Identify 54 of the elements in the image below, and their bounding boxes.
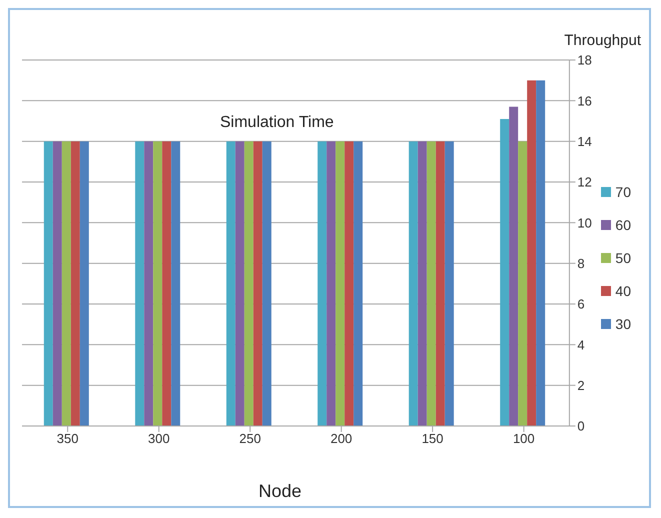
text: Simulation Time bbox=[220, 114, 334, 132]
x-tick-label: 100 bbox=[512, 431, 535, 446]
y-tick-label: 16 bbox=[577, 93, 592, 108]
bar bbox=[52, 141, 62, 426]
bar bbox=[235, 141, 244, 426]
bar bbox=[518, 141, 528, 426]
bar bbox=[408, 141, 418, 426]
y-axis-title: Throughput bbox=[564, 32, 641, 49]
legend-label: 70 bbox=[615, 184, 631, 200]
y-tick-label: 8 bbox=[577, 256, 585, 271]
bar bbox=[500, 118, 510, 426]
y-tick-label: 0 bbox=[577, 418, 585, 434]
y-tick-label: 10 bbox=[577, 215, 592, 230]
bar bbox=[418, 141, 427, 426]
legend-label: 60 bbox=[615, 217, 631, 233]
x-tick-label: 200 bbox=[330, 431, 352, 446]
bar bbox=[70, 141, 80, 426]
x-tick-label: 250 bbox=[239, 431, 261, 446]
bar bbox=[354, 141, 363, 426]
legend-label: 30 bbox=[615, 316, 631, 332]
bar bbox=[153, 141, 162, 426]
bar bbox=[162, 141, 172, 426]
bar bbox=[326, 141, 336, 426]
x-tick-label: 150 bbox=[422, 431, 444, 446]
bar bbox=[318, 141, 327, 426]
bar bbox=[336, 141, 345, 426]
y-tick-label: 2 bbox=[577, 378, 585, 393]
y-tick-label: 18 bbox=[577, 52, 592, 68]
bar bbox=[536, 80, 546, 426]
bar bbox=[44, 141, 53, 426]
bar bbox=[135, 141, 144, 426]
bar bbox=[226, 141, 236, 426]
legend-label: 40 bbox=[615, 283, 631, 299]
bar bbox=[436, 141, 445, 426]
bar bbox=[444, 141, 454, 426]
bar bbox=[244, 141, 254, 426]
bar bbox=[80, 141, 89, 426]
bar bbox=[62, 141, 71, 426]
bar bbox=[527, 80, 536, 426]
bar bbox=[509, 106, 518, 426]
bar bbox=[426, 141, 436, 426]
y-tick-label: 14 bbox=[577, 134, 592, 149]
bar bbox=[144, 141, 154, 426]
legend-label: 50 bbox=[615, 250, 631, 266]
x-tick-label: 350 bbox=[56, 431, 78, 446]
bar bbox=[344, 141, 354, 426]
bar bbox=[171, 141, 180, 426]
bar bbox=[253, 141, 262, 426]
x-tick-label: 300 bbox=[148, 431, 170, 446]
y-tick-label: 4 bbox=[577, 337, 585, 352]
y-tick-label: 6 bbox=[577, 296, 585, 312]
y-tick-label: 12 bbox=[577, 174, 592, 190]
x-axis-title: Node bbox=[257, 481, 303, 502]
bar bbox=[262, 141, 272, 426]
